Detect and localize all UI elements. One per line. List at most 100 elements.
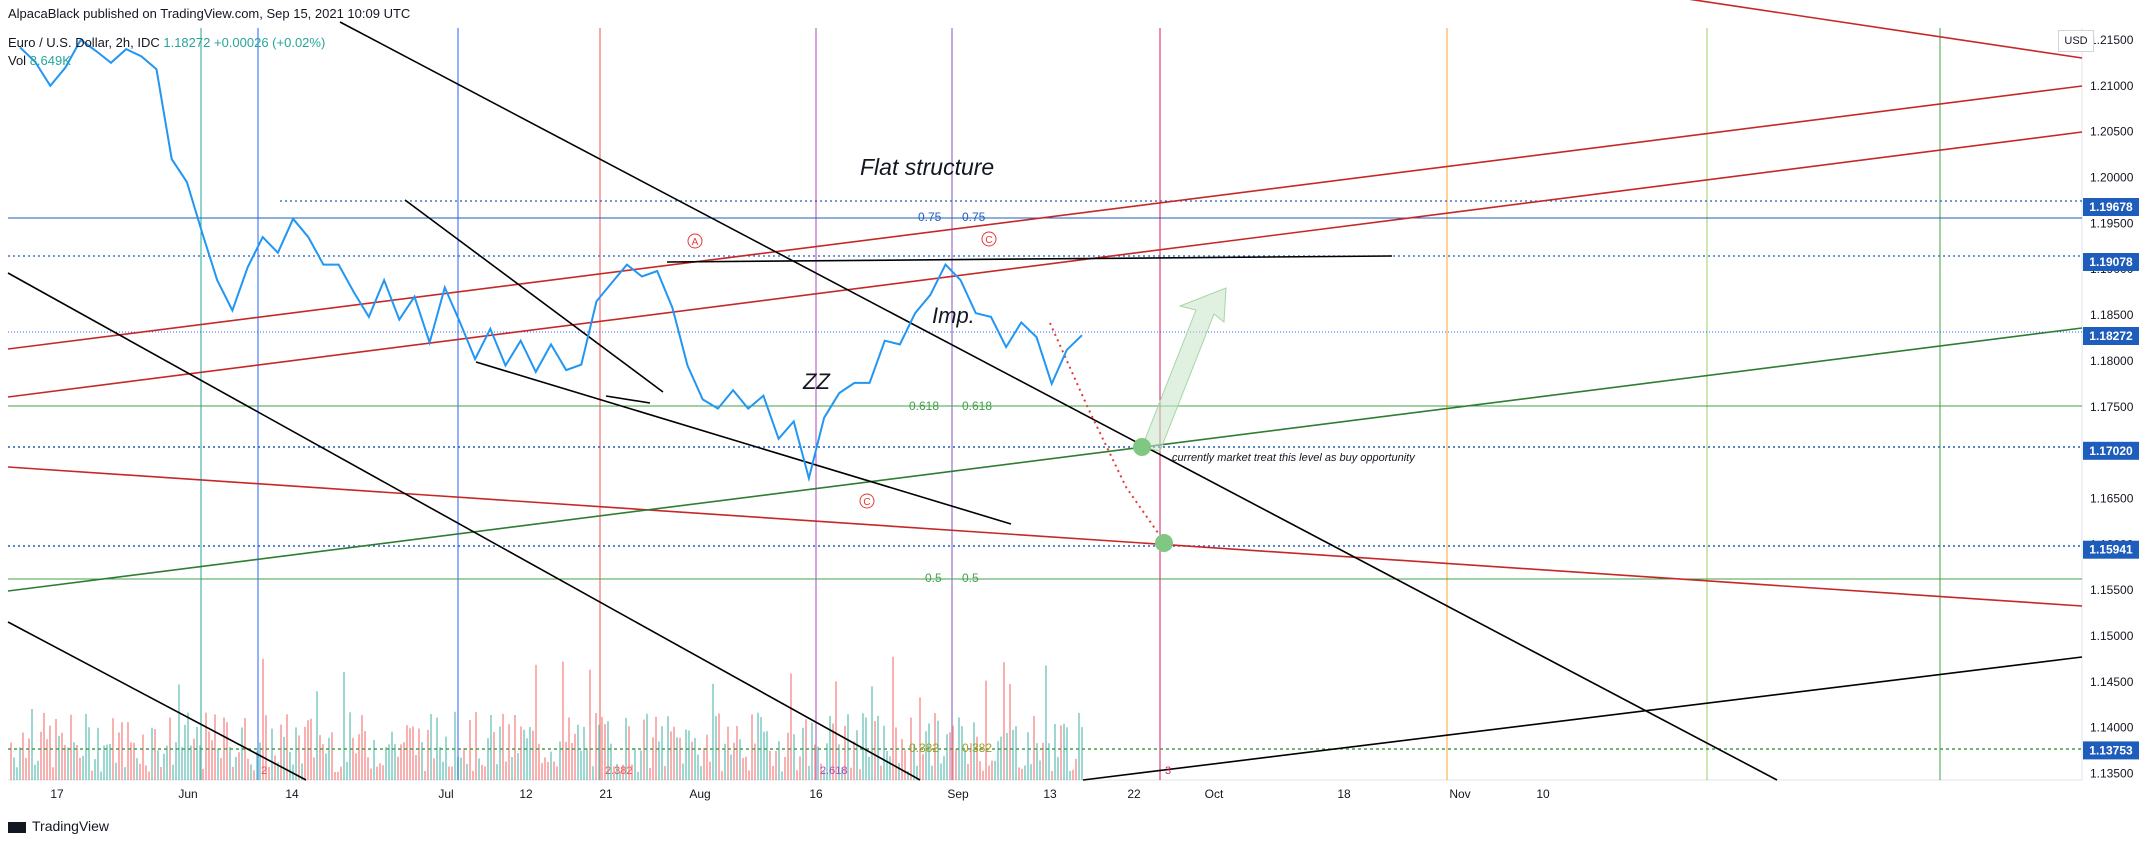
volume-bar	[550, 751, 552, 780]
volume-bar	[1021, 768, 1023, 780]
volume-bar	[1018, 767, 1020, 780]
volume-bar	[178, 684, 180, 780]
volume-bar	[748, 770, 750, 780]
volume-bar	[751, 714, 753, 780]
x-tick-label: 12	[519, 787, 533, 801]
symbol-legend[interactable]: Euro / U.S. Dollar, 2h, IDC 1.18272 +0.0…	[8, 34, 325, 70]
volume-bar	[508, 724, 510, 780]
volume-bar	[823, 770, 825, 780]
volume-bar	[172, 764, 174, 780]
volume-bar	[811, 722, 813, 780]
volume-bar	[379, 763, 381, 780]
volume-bar	[457, 757, 459, 780]
volume-bar	[397, 756, 399, 780]
volume-bar	[13, 757, 15, 780]
price-tag-box	[2083, 441, 2139, 460]
red-channel-line	[7, 131, 2083, 398]
volume-bar	[742, 757, 744, 780]
volume-bar	[394, 744, 396, 780]
volume-bar	[820, 763, 822, 780]
annotation-buy-note: currently market treat this level as buy…	[1172, 452, 1416, 464]
volume-bar	[784, 757, 786, 780]
volume-bar	[226, 722, 228, 780]
volume-label: Vol	[8, 53, 27, 68]
volume-bar	[991, 760, 993, 780]
price-axis[interactable]: 1.21500 1.21000 1.20500 1.20000 1.19500 1.190…	[2090, 33, 2134, 781]
volume-bar	[34, 764, 36, 780]
volume-bar	[403, 742, 405, 780]
volume-bar	[520, 726, 522, 780]
price-tag-label: 1.13753	[2089, 743, 2133, 757]
volume-bar	[328, 737, 330, 780]
volume-bar	[613, 766, 615, 780]
y-tick-label: 1.20000	[2090, 171, 2134, 185]
tradingview-footer[interactable]: TradingView	[8, 818, 109, 834]
volume-bar	[190, 745, 192, 780]
volume-bar	[1000, 736, 1002, 780]
volume-bar	[262, 658, 264, 780]
volume-bar	[799, 756, 801, 780]
volume-bar	[316, 691, 318, 780]
y-tick-label: 1.21500	[2090, 33, 2134, 47]
volume-bar	[973, 722, 975, 780]
volume-bar	[472, 770, 474, 780]
volume-bar	[295, 727, 297, 780]
fib-time-label-2618: 2.618	[820, 765, 848, 777]
volume-bar	[1054, 724, 1056, 780]
volume-bar	[25, 757, 27, 780]
volume-bar	[514, 715, 516, 780]
volume-bar	[952, 725, 954, 780]
volume-bar	[1027, 732, 1029, 780]
volume-bar	[130, 742, 132, 780]
volume-bar	[406, 725, 408, 780]
volume-bar	[700, 766, 702, 780]
volume-bar	[463, 748, 465, 780]
volume-bar	[889, 756, 891, 780]
plot-area[interactable]	[8, 28, 2082, 780]
price-tag-label: 1.19678	[2089, 200, 2133, 214]
fib-time-label-3: 3	[1165, 765, 1171, 777]
volume-bar	[187, 712, 189, 780]
volume-bar	[736, 726, 738, 780]
volume-bar	[778, 741, 780, 780]
volume-bar	[577, 724, 579, 780]
volume-bar	[697, 754, 699, 780]
volume-bar	[766, 731, 768, 780]
volume-bar	[1081, 727, 1083, 780]
time-axis[interactable]: 17 Jun 14 Jul 12 21 Aug 16 Sep 13 22 Oct 18 Nov 10	[50, 787, 1550, 801]
volume-bar	[442, 761, 444, 780]
volume-bar	[115, 762, 117, 780]
volume-bar	[349, 712, 351, 780]
volume-bar	[82, 755, 84, 780]
volume-bar	[139, 763, 141, 780]
volume-bar	[955, 749, 957, 780]
x-tick-label: 22	[1127, 787, 1141, 801]
volume-bar	[943, 756, 945, 780]
symbol-name[interactable]: Euro / U.S. Dollar, 2h, IDC	[8, 35, 160, 50]
volume-bar	[307, 720, 309, 780]
volume-bar	[532, 730, 534, 780]
price-tag-box	[2083, 198, 2139, 216]
volume-bar	[19, 747, 21, 780]
volume-bar	[352, 737, 354, 780]
volume-bar	[181, 747, 183, 780]
volume-bar	[475, 712, 477, 780]
volume-bar	[67, 747, 69, 780]
x-tick-label: Aug	[689, 787, 710, 801]
volume-bar	[1030, 764, 1032, 780]
volume-bar	[1072, 769, 1074, 780]
x-tick-label: 14	[285, 787, 299, 801]
volume-bar	[409, 728, 411, 780]
volume-bar	[478, 758, 480, 780]
volume-bar	[598, 724, 600, 780]
volume-bar	[127, 722, 129, 780]
target-point-marker	[1155, 534, 1173, 552]
volume-bar	[124, 767, 126, 780]
fib-label-075-left: 0.75	[918, 210, 942, 224]
currency-button[interactable]: USD	[2058, 30, 2094, 52]
volume-bar	[787, 732, 789, 780]
volume-bar	[229, 747, 231, 780]
volume-bar	[883, 725, 885, 780]
x-tick-label: 21	[599, 787, 613, 801]
